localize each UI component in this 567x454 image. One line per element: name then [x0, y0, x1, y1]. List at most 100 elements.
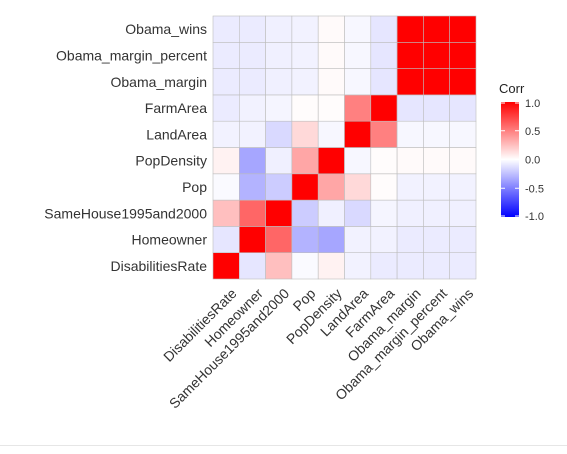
heatmap-cells: [212, 15, 477, 280]
heatmap-cell-DisabilitiesRate-Homeowner: [212, 226, 240, 253]
heatmap-cell-LandArea-Pop: [344, 173, 372, 201]
heatmap-cell-Pop-Obama_margin_percent: [291, 41, 319, 69]
heatmap-cell-Obama_wins-Obama_margin: [449, 68, 477, 96]
heatmap-cell-LandArea-Homeowner: [344, 226, 372, 253]
color-legend: Corr 1.0 0.5 0.0 -0.5 -1.0: [499, 81, 544, 223]
legend-colorbar: [501, 102, 519, 217]
heatmap-cell-Homeowner-PopDensity: [239, 147, 266, 175]
heatmap-cell-LandArea-LandArea: [344, 120, 372, 148]
heatmap-cell-PopDensity-LandArea: [317, 120, 345, 148]
legend-ticks: 1.0 0.5 0.0 -0.5 -1.0: [501, 98, 544, 223]
heatmap-cell-LandArea-Obama_margin: [344, 68, 372, 96]
heatmap-cell-Obama_margin-SameHouse1995and2000: [396, 199, 424, 227]
heatmap-cell-FarmArea-DisabilitiesRate: [370, 252, 398, 280]
heatmap-cell-Homeowner-LandArea: [239, 120, 266, 148]
heatmap-cell-SameHouse1995and2000-PopDensity: [265, 147, 293, 175]
heatmap-cell-Obama_margin-PopDensity: [396, 147, 424, 175]
heatmap-cell-LandArea-DisabilitiesRate: [344, 252, 372, 280]
legend-tick-label: -1.0: [525, 211, 544, 223]
heatmap-cell-PopDensity-DisabilitiesRate: [317, 252, 345, 280]
heatmap-cell-Pop-Obama_margin: [291, 68, 319, 96]
heatmap-cell-FarmArea-SameHouse1995and2000: [370, 199, 398, 227]
heatmap-cell-PopDensity-Pop: [317, 173, 345, 201]
heatmap-cell-LandArea-Obama_margin_percent: [344, 41, 372, 69]
heatmap-cell-DisabilitiesRate-Pop: [212, 173, 240, 201]
heatmap-cell-Pop-Pop: [291, 173, 319, 201]
heatmap-cell-LandArea-Obama_wins: [344, 15, 372, 43]
y-tick-label-Obama_margin: Obama_margin: [111, 74, 208, 90]
y-tick-label-PopDensity: PopDensity: [135, 153, 207, 169]
heatmap-cell-DisabilitiesRate-Obama_margin_percent: [212, 41, 240, 69]
legend-tick-label: 0.5: [525, 126, 540, 138]
heatmap-cell-Pop-DisabilitiesRate: [291, 252, 319, 280]
y-tick-label-Obama_margin_percent: Obama_margin_percent: [56, 47, 207, 63]
heatmap-cell-SameHouse1995and2000-Obama_wins: [265, 15, 293, 43]
heatmap-cell-DisabilitiesRate-Obama_wins: [212, 15, 240, 43]
heatmap-cell-Obama_wins-PopDensity: [449, 147, 477, 175]
heatmap-cell-SameHouse1995and2000-Obama_margin: [265, 68, 293, 96]
heatmap-cell-PopDensity-FarmArea: [317, 94, 345, 122]
heatmap-cell-Obama_margin-Obama_margin_percent: [396, 41, 424, 69]
y-tick-label-Obama_wins: Obama_wins: [125, 21, 207, 37]
heatmap-cell-SameHouse1995and2000-Homeowner: [265, 226, 293, 253]
heatmap-cell-PopDensity-Obama_margin: [317, 68, 345, 96]
bottom-divider: [0, 445, 567, 446]
heatmap-cell-Obama_margin-Homeowner: [396, 226, 424, 253]
heatmap-cell-PopDensity-PopDensity: [317, 147, 345, 175]
heatmap-cell-DisabilitiesRate-SameHouse1995and2000: [212, 199, 240, 227]
heatmap-cell-Obama_margin-LandArea: [396, 120, 424, 148]
heatmap-cell-Homeowner-Pop: [239, 173, 266, 201]
heatmap-cell-FarmArea-LandArea: [370, 120, 398, 148]
heatmap-cell-SameHouse1995and2000-Pop: [265, 173, 293, 201]
heatmap-cell-PopDensity-SameHouse1995and2000: [317, 199, 345, 227]
heatmap-cell-Obama_margin_percent-Obama_wins: [423, 15, 450, 43]
heatmap-cell-Obama_margin_percent-Obama_margin: [423, 68, 450, 96]
heatmap-cell-Obama_margin_percent-PopDensity: [423, 147, 450, 175]
heatmap-cell-Obama_wins-Obama_margin_percent: [449, 41, 477, 69]
heatmap-cell-Homeowner-DisabilitiesRate: [239, 252, 266, 280]
heatmap-cell-Obama_wins-SameHouse1995and2000: [449, 199, 477, 227]
heatmap-cell-Obama_margin_percent-Homeowner: [423, 226, 450, 253]
y-axis-labels: DisabilitiesRate Homeowner SameHouse1995an…: [44, 21, 207, 274]
legend-tick-label: -0.5: [525, 183, 544, 195]
heatmap-cell-Obama_wins-FarmArea: [449, 94, 477, 122]
heatmap-cell-Obama_margin_percent-Obama_margin_percent: [423, 41, 450, 69]
heatmap-cell-Homeowner-Obama_wins: [239, 15, 266, 43]
y-tick-label-FarmArea: FarmArea: [145, 100, 207, 116]
heatmap-cell-DisabilitiesRate-PopDensity: [212, 147, 240, 175]
heatmap-cell-Obama_margin-Obama_margin: [396, 68, 424, 96]
heatmap-cell-SameHouse1995and2000-SameHouse1995and2000: [265, 199, 293, 227]
heatmap-cell-FarmArea-PopDensity: [370, 147, 398, 175]
heatmap-cell-FarmArea-Homeowner: [370, 226, 398, 253]
heatmap-cell-DisabilitiesRate-FarmArea: [212, 94, 240, 122]
heatmap-cell-Homeowner-Obama_margin: [239, 68, 266, 96]
heatmap-cell-LandArea-PopDensity: [344, 147, 372, 175]
heatmap-cell-Pop-FarmArea: [291, 94, 319, 122]
heatmap-cell-FarmArea-Obama_wins: [370, 15, 398, 43]
heatmap-cell-Obama_margin_percent-Pop: [423, 173, 450, 201]
heatmap-cell-Obama_margin-DisabilitiesRate: [396, 252, 424, 280]
heatmap-cell-Obama_wins-LandArea: [449, 120, 477, 148]
heatmap-cell-DisabilitiesRate-LandArea: [212, 120, 240, 148]
heatmap-cell-Obama_wins-DisabilitiesRate: [449, 252, 477, 280]
heatmap-cell-FarmArea-Obama_margin: [370, 68, 398, 96]
heatmap-cell-SameHouse1995and2000-LandArea: [265, 120, 293, 148]
heatmap-cell-FarmArea-Obama_margin_percent: [370, 41, 398, 69]
y-tick-label-SameHouse1995and2000: SameHouse1995and2000: [44, 205, 207, 221]
heatmap-cell-Obama_wins-Homeowner: [449, 226, 477, 253]
heatmap-cell-Homeowner-Obama_margin_percent: [239, 41, 266, 69]
heatmap-cell-Obama_margin-Obama_wins: [396, 15, 424, 43]
heatmap-cell-Obama_margin_percent-DisabilitiesRate: [423, 252, 450, 280]
legend-title: Corr: [499, 81, 525, 96]
y-tick-label-DisabilitiesRate: DisabilitiesRate: [111, 258, 208, 274]
heatmap-cell-Obama_margin-FarmArea: [396, 94, 424, 122]
heatmap-cell-Pop-PopDensity: [291, 147, 319, 175]
heatmap-cell-Homeowner-Homeowner: [239, 226, 266, 253]
heatmap-cell-Obama_wins-Obama_wins: [449, 15, 477, 43]
heatmap-cell-PopDensity-Obama_margin_percent: [317, 41, 345, 69]
heatmap-cell-LandArea-SameHouse1995and2000: [344, 199, 372, 227]
heatmap-cell-FarmArea-Pop: [370, 173, 398, 201]
y-tick-label-Homeowner: Homeowner: [132, 232, 208, 248]
y-tick-label-Pop: Pop: [182, 179, 207, 195]
